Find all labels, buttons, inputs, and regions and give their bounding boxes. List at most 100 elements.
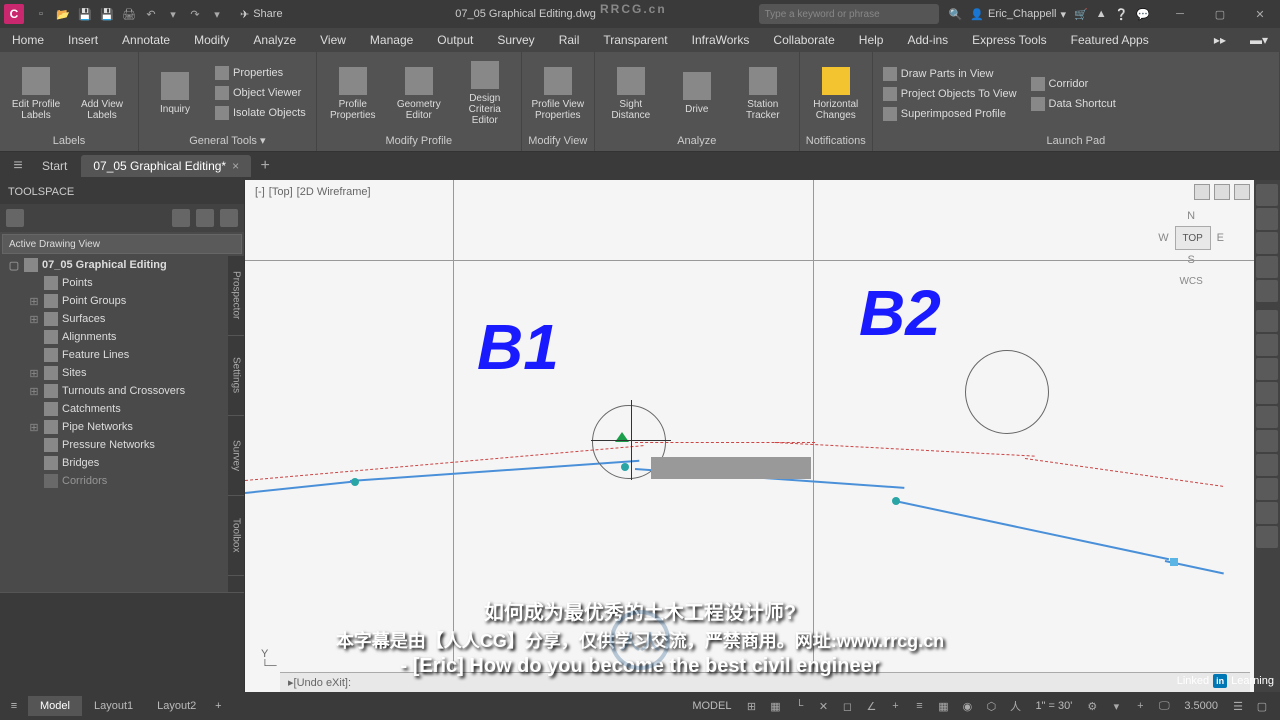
menu-output[interactable]: Output [425, 28, 485, 52]
snap-icon[interactable]: ▦ [765, 696, 785, 716]
transparency-icon[interactable]: ▦ [933, 696, 953, 716]
menu-insert[interactable]: Insert [56, 28, 110, 52]
file-tab-current[interactable]: 07_05 Graphical Editing*× [81, 155, 251, 177]
toolspace-view-dropdown[interactable]: Active Drawing View [2, 234, 242, 254]
rt-tool-7-icon[interactable] [1256, 454, 1278, 476]
app-icon[interactable]: C [4, 4, 24, 24]
tree-item-feature-lines[interactable]: Feature Lines [0, 346, 244, 364]
layout-tab-model[interactable]: Model [28, 696, 82, 716]
comment-icon[interactable]: 💬 [1136, 8, 1150, 21]
user-menu[interactable]: 👤 Eric_Chappell ▾ [970, 8, 1066, 21]
profile-line[interactable] [245, 481, 355, 494]
tree-item-surfaces[interactable]: ⊞Surfaces [0, 310, 244, 328]
profile-view-properties-button[interactable]: Profile View Properties [528, 56, 588, 132]
menu-manage[interactable]: Manage [358, 28, 425, 52]
undo-icon[interactable]: ↶ [142, 5, 160, 23]
tree-item-sites[interactable]: ⊞Sites [0, 364, 244, 382]
tree-item-bridges[interactable]: Bridges [0, 454, 244, 472]
rt-tool-3-icon[interactable] [1256, 358, 1278, 380]
tree-item-pressure-networks[interactable]: Pressure Networks [0, 436, 244, 454]
design-criteria-editor-button[interactable]: Design Criteria Editor [455, 56, 515, 132]
grip-point[interactable] [892, 497, 900, 505]
dynamic-input-box[interactable] [651, 457, 811, 479]
ribbon-collapse-icon[interactable]: ▬▾ [1238, 28, 1280, 52]
cycle-icon[interactable]: ◉ [957, 696, 977, 716]
profile-properties-button[interactable]: Profile Properties [323, 56, 383, 132]
maximize-button[interactable]: ▢ [1200, 0, 1240, 28]
grip-point[interactable] [621, 463, 629, 471]
rt-tool-6-icon[interactable] [1256, 430, 1278, 452]
zoom-icon[interactable] [1256, 232, 1278, 254]
nav-wheel-icon[interactable] [1256, 184, 1278, 206]
redo-icon[interactable]: ↷ [186, 5, 204, 23]
edit-profile-labels-button[interactable]: Edit Profile Labels [6, 56, 66, 132]
drawing-canvas[interactable]: [-] [Top] [2D Wireframe] N W TOP E S WCS… [245, 180, 1254, 692]
rt-tool-9-icon[interactable] [1256, 502, 1278, 524]
close-button[interactable]: ✕ [1240, 0, 1280, 28]
draw-parts-button[interactable]: Draw Parts in View [879, 65, 1021, 83]
clean-screen-icon[interactable]: ▢ [1252, 696, 1272, 716]
workspace-icon[interactable]: + [1130, 696, 1150, 716]
grip-point[interactable] [351, 478, 359, 486]
rt-tool-10-icon[interactable] [1256, 526, 1278, 548]
close-tab-icon[interactable]: × [232, 159, 239, 173]
sight-distance-button[interactable]: Sight Distance [601, 56, 661, 132]
menu-home[interactable]: Home [0, 28, 56, 52]
menu-transparent[interactable]: Transparent [591, 28, 679, 52]
showmotion-icon[interactable] [1256, 280, 1278, 302]
monitor-icon[interactable]: 🖵 [1154, 696, 1174, 716]
profile-line[interactable] [350, 460, 639, 482]
object-viewer-button[interactable]: Object Viewer [211, 84, 310, 102]
help-icon[interactable]: ❔ [1115, 8, 1129, 21]
tree-item-alignments[interactable]: Alignments [0, 328, 244, 346]
menu-annotate[interactable]: Annotate [110, 28, 182, 52]
menu-express-tools[interactable]: Express Tools [960, 28, 1058, 52]
tree-root[interactable]: ▢07_05 Graphical Editing [0, 256, 244, 274]
menu-collaborate[interactable]: Collaborate [761, 28, 846, 52]
add-layout-button[interactable]: + [208, 700, 228, 712]
menu-analyze[interactable]: Analyze [241, 28, 308, 52]
file-tabs-menu-icon[interactable]: ≡ [6, 154, 30, 178]
layout-tab-layout2[interactable]: Layout2 [145, 696, 208, 716]
scale-display[interactable]: 1" = 30' [1029, 700, 1078, 712]
gear-dropdown-icon[interactable]: ▾ [1106, 696, 1126, 716]
tree-item-points[interactable]: Points [0, 274, 244, 292]
station-tracker-button[interactable]: Station Tracker [733, 56, 793, 132]
pvi-circle[interactable] [965, 350, 1049, 434]
cart-icon[interactable]: 🛒 [1074, 8, 1088, 21]
share-button[interactable]: ✈ Share [230, 8, 293, 21]
isolate-objects-button[interactable]: Isolate Objects [211, 104, 310, 122]
redo-dropdown-icon[interactable]: ▾ [208, 5, 226, 23]
minimize-button[interactable]: ─ [1160, 0, 1200, 28]
corridor-button[interactable]: Corridor [1027, 75, 1120, 93]
menu-addins[interactable]: Add-ins [895, 28, 960, 52]
customize-icon[interactable]: ☰ [1228, 696, 1248, 716]
tree-item-pipe-networks[interactable]: ⊞Pipe Networks [0, 418, 244, 436]
ortho-icon[interactable]: └ [789, 696, 809, 716]
menu-help[interactable]: Help [847, 28, 896, 52]
menu-infraworks[interactable]: InfraWorks [680, 28, 762, 52]
open-icon[interactable]: 📂 [54, 5, 72, 23]
save-icon[interactable]: 💾 [76, 5, 94, 23]
profile-line[interactable] [895, 500, 1169, 560]
otrack-icon[interactable]: ∠ [861, 696, 881, 716]
side-tab-toolbox[interactable]: Toolbox [228, 496, 244, 576]
toolspace-tool1-icon[interactable] [172, 209, 190, 227]
pan-icon[interactable] [1256, 208, 1278, 230]
tree-item-turnouts[interactable]: ⊞Turnouts and Crossovers [0, 382, 244, 400]
toolspace-home-icon[interactable] [6, 209, 24, 227]
menu-modify[interactable]: Modify [182, 28, 241, 52]
undo-dropdown-icon[interactable]: ▾ [164, 5, 182, 23]
menu-survey[interactable]: Survey [485, 28, 546, 52]
statusbar-menu-icon[interactable]: ≡ [0, 700, 28, 712]
zoom-display[interactable]: 3.5000 [1178, 700, 1224, 712]
horizontal-changes-button[interactable]: Horizontal Changes [806, 56, 866, 132]
grid-icon[interactable]: ⊞ [741, 696, 761, 716]
command-line[interactable]: ▸ [Undo eXit]: [280, 672, 1250, 692]
properties-button[interactable]: Properties [211, 64, 310, 82]
menu-rail[interactable]: Rail [547, 28, 592, 52]
side-tab-settings[interactable]: Settings [228, 336, 244, 416]
toolspace-tool2-icon[interactable] [196, 209, 214, 227]
osnap-icon[interactable]: ◻ [837, 696, 857, 716]
lwt-icon[interactable]: ≡ [909, 696, 929, 716]
